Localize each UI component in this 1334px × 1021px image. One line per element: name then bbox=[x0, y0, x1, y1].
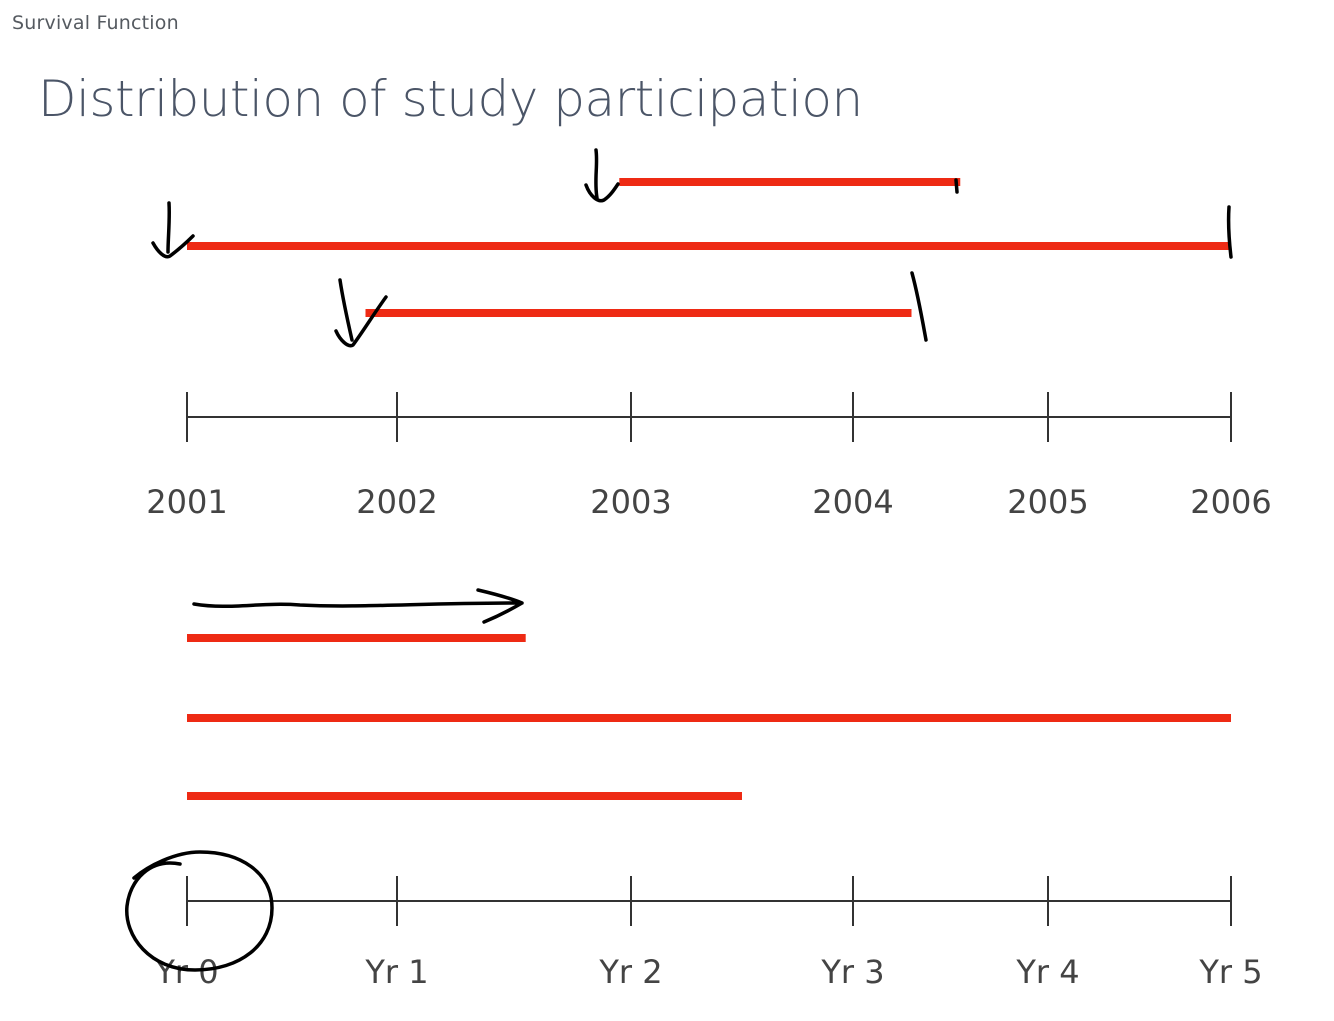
followup-tick-label: Yr 5 bbox=[1198, 953, 1262, 991]
exit-bar-icon bbox=[910, 271, 928, 342]
arrow-right-icon bbox=[192, 588, 524, 624]
calendar-tick-label: 2006 bbox=[1190, 483, 1271, 521]
calendar-annotations bbox=[151, 148, 1233, 348]
followup-axis: Yr 0 Yr 1 Yr 2 Yr 3 Yr 4 Yr 5 bbox=[154, 876, 1263, 991]
followup-tick-label: Yr 3 bbox=[820, 953, 884, 991]
breadcrumb: Survival Function bbox=[12, 12, 179, 34]
circle-icon bbox=[125, 850, 274, 972]
followup-segments bbox=[187, 634, 1231, 800]
calendar-segments bbox=[187, 178, 1231, 317]
calendar-axis: 2001 2002 2003 2004 2005 2006 bbox=[146, 392, 1272, 521]
partial-exit-icon bbox=[954, 178, 959, 194]
entry-arrow-icon bbox=[584, 148, 620, 203]
followup-tick-label: Yr 4 bbox=[1015, 953, 1079, 991]
calendar-tick-label: 2003 bbox=[590, 483, 671, 521]
calendar-tick-label: 2002 bbox=[356, 483, 437, 521]
entry-arrow-icon bbox=[151, 201, 195, 259]
calendar-tick-label: 2004 bbox=[812, 483, 893, 521]
page-title: Distribution of study participation bbox=[38, 70, 863, 128]
entry-arrow-icon bbox=[334, 278, 388, 348]
followup-annotations bbox=[125, 588, 524, 972]
exit-bar-icon bbox=[1226, 205, 1233, 259]
followup-tick-label: Yr 2 bbox=[598, 953, 662, 991]
followup-tick-label: Yr 0 bbox=[154, 953, 218, 991]
calendar-tick-label: 2005 bbox=[1007, 483, 1088, 521]
followup-tick-label: Yr 1 bbox=[364, 953, 428, 991]
calendar-tick-label: 2001 bbox=[146, 483, 227, 521]
